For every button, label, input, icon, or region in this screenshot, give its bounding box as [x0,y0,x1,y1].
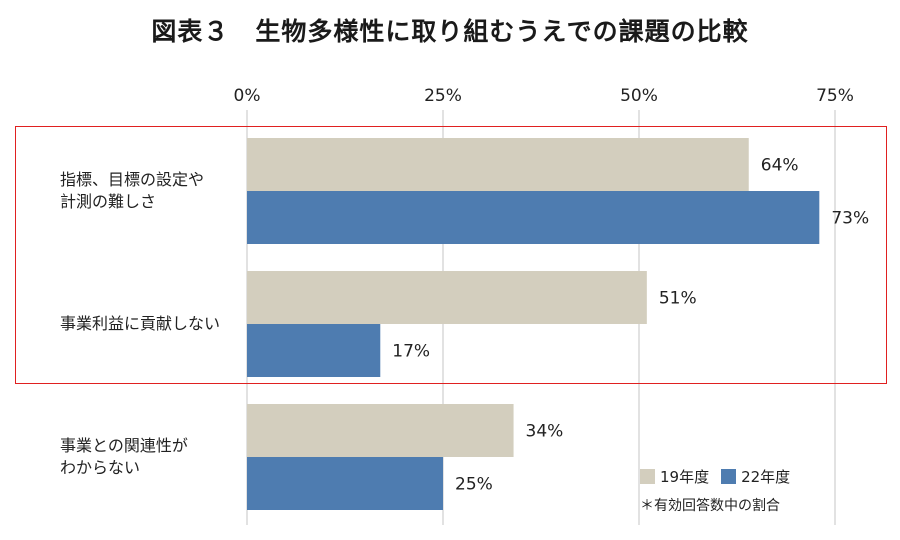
footnote: ＊有効回答数中の割合 [640,498,780,514]
legend-label-19: 19年度 [660,468,710,486]
bar-19 [247,138,749,191]
category-label: 事業との関連性が わからない [60,435,240,479]
category-label-line: わからない [60,458,141,477]
category-label: 指標、目標の設定や 計測の難しさ [60,169,240,213]
bar-22 [247,457,443,510]
x-tick-label: 50% [620,86,658,106]
data-label: 73% [831,209,869,229]
legend-row: 19年度 22年度 [640,466,802,487]
data-label: 17% [392,342,430,362]
data-label: 64% [761,156,799,176]
category-label-line: 指標、目標の設定や [60,170,205,189]
data-label: 34% [526,422,564,442]
x-tick-label: 75% [816,86,854,106]
bar-22 [247,324,381,377]
category-label-line: 事業利益に貢献しない [60,314,221,333]
bar-19 [247,271,647,324]
legend-swatch-22 [721,469,737,484]
data-label: 25% [455,475,493,495]
data-label: 51% [659,289,697,309]
legend-label-22: 22年度 [741,468,791,486]
category-label: 事業利益に貢献しない [60,313,240,335]
x-tick-label: 0% [234,86,261,106]
bar-19 [247,404,514,457]
legend-swatch-19 [640,469,655,484]
legend: 19年度 22年度 ＊有効回答数中の割合 [640,466,802,515]
bar-22 [247,191,820,244]
highlight-box [15,126,887,384]
x-tick-label: 25% [424,86,462,106]
category-label-line: 計測の難しさ [60,192,157,211]
category-label-line: 事業との関連性が [60,436,188,455]
chart-title: 図表３ 生物多様性に取り組むうえでの課題の比較 [151,17,749,46]
